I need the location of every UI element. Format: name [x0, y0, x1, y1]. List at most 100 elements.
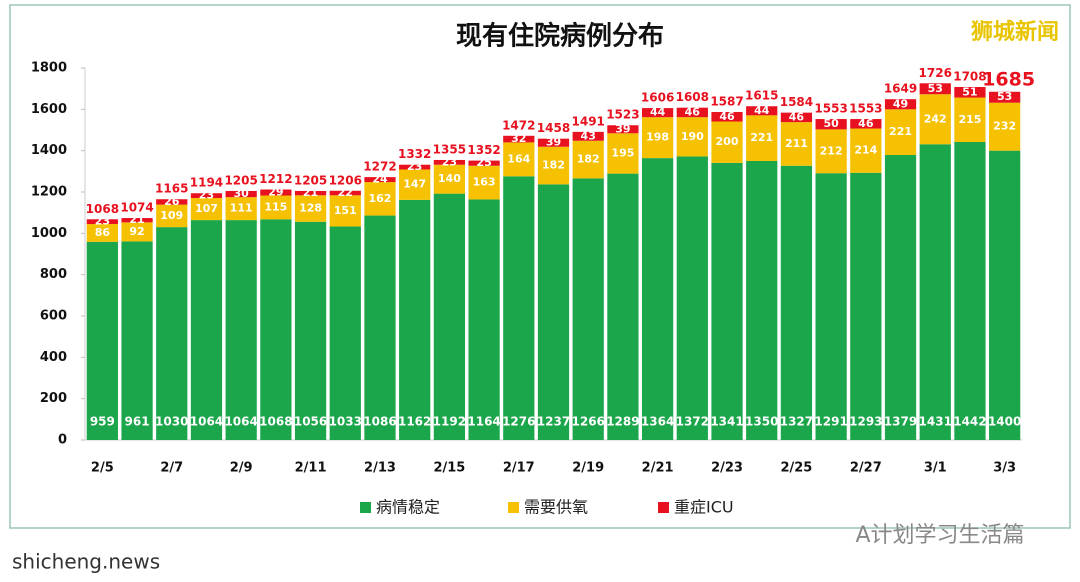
data-label: 1364: [641, 415, 674, 429]
bar-segment: [121, 222, 153, 242]
data-label: 39: [615, 122, 630, 135]
bar-segment: [225, 197, 257, 221]
total-label: 1165: [155, 182, 188, 196]
bar-segment: [641, 117, 674, 159]
total-label: 1472: [502, 118, 535, 132]
bar-segment: [537, 184, 570, 440]
data-label: 959: [90, 415, 115, 429]
data-label: 30: [234, 187, 250, 200]
legend-label: 病情稳定: [376, 498, 440, 517]
bar-segment: [156, 204, 188, 228]
total-label: 1068: [86, 202, 119, 216]
data-label: 46: [858, 117, 874, 130]
data-label: 49: [893, 97, 908, 110]
data-label: 46: [685, 105, 701, 118]
bar-segment: [815, 129, 847, 174]
data-label: 1192: [433, 415, 466, 429]
bar-segment: [676, 117, 708, 157]
legend-swatch: [508, 502, 519, 513]
total-label: 1491: [572, 114, 605, 128]
y-tick-label: 200: [40, 391, 67, 406]
bar-segment: [468, 165, 500, 200]
bar-segment: [989, 91, 1021, 103]
data-label: 151: [334, 204, 357, 217]
legend-label: 需要供氧: [524, 498, 588, 517]
data-label: 214: [854, 144, 877, 157]
bar-segment: [364, 177, 396, 183]
bar-segment: [433, 193, 466, 440]
data-label: 23: [442, 155, 457, 168]
bar-segment: [607, 125, 639, 134]
data-label: 198: [646, 131, 669, 144]
data-label: 21: [303, 186, 318, 199]
bar-segment: [329, 190, 361, 196]
bar-segment: [572, 178, 604, 441]
y-tick-label: 1400: [31, 143, 67, 158]
legend-swatch: [360, 502, 371, 513]
data-label: 1068: [259, 415, 292, 429]
y-tick-label: 0: [58, 433, 67, 448]
data-label: 39: [546, 136, 561, 149]
data-label: 1289: [606, 415, 639, 429]
bar-segment: [641, 158, 674, 440]
data-label: 215: [958, 113, 981, 126]
data-label: 182: [577, 153, 600, 166]
data-label: 44: [650, 106, 666, 119]
bar-segment: [260, 195, 292, 220]
bar-segment: [572, 140, 604, 179]
x-tick-label: 2/27: [850, 461, 882, 476]
bar-segment: [225, 220, 257, 440]
y-tick-label: 1800: [31, 61, 67, 76]
bar-segment: [572, 131, 604, 141]
data-label: 200: [716, 135, 739, 148]
bar-segment: [433, 159, 466, 165]
x-tick-label: 2/21: [642, 461, 674, 476]
bar-segment: [433, 164, 466, 194]
data-label: 86: [95, 226, 111, 239]
bar-segment: [190, 197, 223, 221]
data-label: 43: [581, 129, 596, 142]
bar-segment: [746, 161, 778, 440]
bar-segment: [919, 144, 951, 440]
data-label: 53: [928, 82, 943, 95]
data-label: 1291: [814, 415, 847, 429]
data-label: 182: [542, 159, 565, 172]
total-label: 1584: [780, 95, 813, 109]
x-tick-label: 2/15: [433, 461, 465, 476]
total-label: 1708: [953, 70, 986, 84]
x-tick-label: 2/17: [503, 461, 535, 476]
x-tick-label: 2/11: [295, 461, 327, 476]
bar-segment: [989, 102, 1021, 151]
data-label: 211: [785, 137, 808, 150]
data-label: 190: [681, 130, 704, 143]
data-label: 32: [511, 132, 526, 145]
data-label: 128: [299, 202, 322, 215]
bar-segment: [399, 164, 431, 170]
bar-segment: [225, 190, 257, 198]
x-tick-label: 2/9: [230, 461, 253, 476]
bar-segment: [156, 227, 188, 440]
data-label: 44: [754, 104, 770, 117]
bar-segment: [503, 142, 535, 177]
data-label: 46: [789, 110, 805, 123]
total-label: 1074: [120, 201, 153, 215]
data-label: 163: [473, 176, 496, 189]
bar-segment: [884, 155, 917, 441]
data-label: 147: [403, 178, 426, 191]
total-label: 1272: [363, 160, 396, 174]
total-label: 1212: [259, 172, 292, 186]
total-label: 1352: [467, 143, 500, 157]
total-label: 1194: [190, 176, 223, 190]
data-label: 1400: [988, 415, 1021, 429]
y-tick-label: 600: [40, 309, 67, 324]
data-label: 162: [368, 192, 391, 205]
data-label: 1064: [224, 415, 257, 429]
data-label: 1064: [190, 415, 223, 429]
data-label: 221: [889, 125, 912, 138]
bar-segment: [329, 195, 361, 227]
total-label: 1606: [641, 91, 674, 105]
bar-segment: [190, 193, 223, 198]
data-label: 46: [719, 110, 735, 123]
bar-segment: [954, 141, 986, 440]
